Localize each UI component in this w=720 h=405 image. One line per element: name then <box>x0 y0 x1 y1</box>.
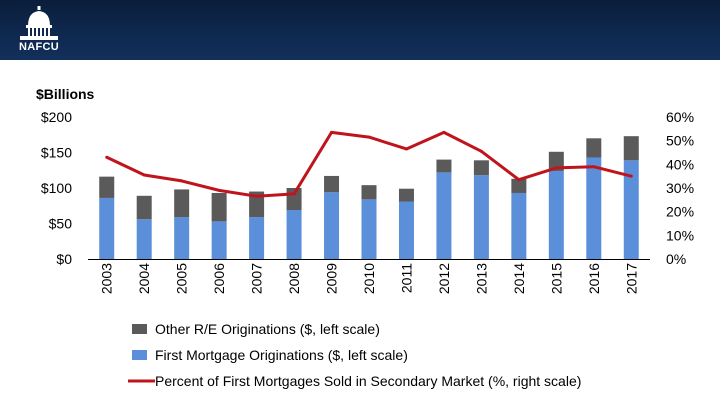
x-tick-label: 2004 <box>136 263 152 294</box>
legend-label: First Mortgage Originations ($, left sca… <box>155 347 408 363</box>
x-tick-label: 2012 <box>436 263 452 294</box>
bar-other-re <box>324 175 340 193</box>
left-tick-label: $150 <box>41 145 72 161</box>
bar-first-mortgage <box>511 192 527 259</box>
bar-other-re <box>586 138 602 158</box>
x-tick-label: 2010 <box>361 263 377 294</box>
x-tick-label: 2005 <box>174 263 190 294</box>
bar-first-mortgage <box>586 157 602 259</box>
percent-point <box>217 188 221 192</box>
right-tick-label: 0% <box>666 251 686 267</box>
percent-point <box>292 192 296 196</box>
legend-swatch <box>132 350 147 360</box>
x-tick-label: 2016 <box>586 263 602 294</box>
right-tick-label: 10% <box>666 227 694 243</box>
right-tick-label: 30% <box>666 180 694 196</box>
percent-point <box>142 173 146 177</box>
left-tick-label: $50 <box>49 216 73 232</box>
x-tick-label: 2007 <box>249 263 265 294</box>
bar-first-mortgage <box>99 197 115 259</box>
left-tick-label: $100 <box>41 180 72 196</box>
percent-point <box>105 155 109 159</box>
bar-other-re <box>548 151 564 171</box>
percent-point <box>554 166 558 170</box>
bar-first-mortgage <box>623 160 639 259</box>
percent-point <box>330 130 334 134</box>
legend-swatch <box>132 324 147 334</box>
bars <box>99 136 639 259</box>
bar-first-mortgage <box>136 219 152 259</box>
bar-other-re <box>473 160 489 176</box>
brand-name: NAFCU <box>19 41 59 53</box>
bar-other-re <box>99 176 115 198</box>
bar-other-re <box>511 178 527 193</box>
left-tick-label: $0 <box>56 251 72 267</box>
percent-point <box>592 165 596 169</box>
legend: Other R/E Originations ($, left scale) Fi… <box>128 321 581 389</box>
right-tick-label: 50% <box>666 133 694 149</box>
bar-first-mortgage <box>174 217 190 259</box>
right-tick-label: 60% <box>666 109 694 125</box>
right-tick-label: 40% <box>666 156 694 172</box>
bar-other-re <box>623 136 639 161</box>
x-tick-label: 2013 <box>473 263 489 294</box>
x-tick-label: 2008 <box>286 263 302 294</box>
percent-point <box>442 130 446 134</box>
percent-point <box>180 179 184 183</box>
bar-first-mortgage <box>436 172 452 259</box>
legend-label: Other R/E Originations ($, left scale) <box>155 321 380 337</box>
percent-line <box>105 130 633 198</box>
percent-point <box>255 194 259 198</box>
bar-first-mortgage <box>211 221 227 259</box>
x-tick-label: 2009 <box>324 263 340 294</box>
bar-other-re <box>398 188 414 202</box>
x-tick-label: 2014 <box>511 263 527 294</box>
right-tick-label: 20% <box>666 204 694 220</box>
bar-other-re <box>361 185 377 200</box>
left-axis: $0 $50 $100 $150 $200 <box>41 109 72 267</box>
x-tick-label: 2003 <box>99 263 115 294</box>
x-tick-label: 2006 <box>211 263 227 294</box>
bar-first-mortgage <box>398 201 414 259</box>
bar-first-mortgage <box>548 170 564 259</box>
left-tick-label: $200 <box>41 109 72 125</box>
nafcu-logo: NAFCU <box>12 4 66 56</box>
bar-first-mortgage <box>286 210 302 259</box>
x-tick-label: 2017 <box>623 263 639 294</box>
header-banner: NAFCU <box>0 0 720 60</box>
percent-point <box>404 147 408 151</box>
x-tick-label: 2015 <box>548 263 564 294</box>
capitol-dome-icon <box>20 6 58 40</box>
bar-other-re <box>436 159 452 173</box>
bar-other-re <box>249 191 265 218</box>
percent-point <box>367 135 371 139</box>
bar-other-re <box>211 192 227 222</box>
percent-point <box>629 174 633 178</box>
bar-first-mortgage <box>324 192 340 259</box>
bar-other-re <box>174 189 190 218</box>
x-tick-label: 2011 <box>398 263 414 293</box>
legend-label: Percent of First Mortgages Sold in Secon… <box>155 373 581 389</box>
bar-first-mortgage <box>249 217 265 259</box>
x-tick-labels: 2003 2004 2005 2006 2007 2008 2009 2010 2011 2012… <box>99 263 640 294</box>
percent-point <box>479 149 483 153</box>
units-label: $Billions <box>36 86 95 102</box>
right-axis: 0% 10% 20% 30% 40% 50% 60% <box>666 109 694 267</box>
bar-first-mortgage <box>361 199 377 259</box>
percent-point <box>517 178 521 182</box>
bar-first-mortgage <box>473 175 489 259</box>
bar-other-re <box>136 195 152 220</box>
